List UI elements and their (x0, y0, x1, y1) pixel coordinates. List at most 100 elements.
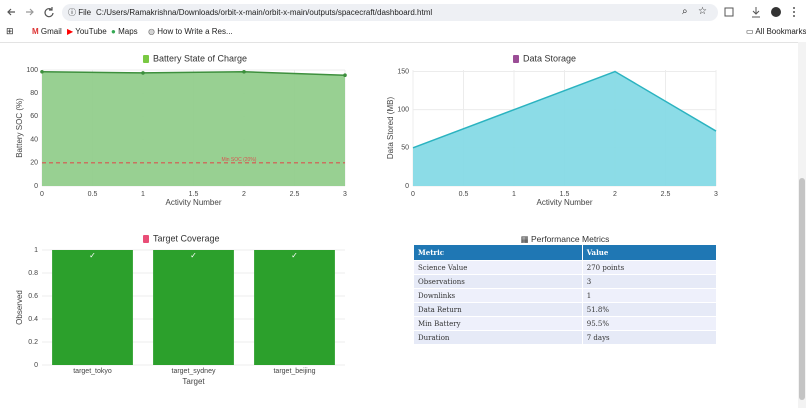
y-tick-label: 100 (397, 107, 409, 114)
bookmark[interactable]: ▶ YouTube (67, 27, 107, 36)
star-icon[interactable]: ☆ (698, 6, 707, 17)
y-axis-title: Data Stored (MB) (386, 97, 395, 160)
table-cell: 95.5% (581, 316, 718, 331)
x-axis-title: Activity Number (165, 198, 221, 207)
menu-dot (793, 15, 795, 17)
all-bookmarks[interactable]: ▭ All Bookmarks (746, 27, 806, 36)
table-title: ▦ Performance Metrics (520, 234, 610, 244)
x-tick-label: 0.5 (459, 191, 469, 198)
nav-icons (7, 7, 54, 18)
menu-dot (793, 11, 795, 13)
table-cell: Min Battery (413, 316, 583, 331)
title-icon (143, 235, 149, 243)
y-tick-label: 0.8 (28, 270, 38, 277)
site-info[interactable]: ⓘ File (68, 8, 92, 17)
x-tick-label: 1 (141, 191, 145, 198)
url: C:/Users/Ramakrishna/Downloads/orbit-x-m… (96, 8, 433, 17)
bookmark[interactable]: M Gmail (32, 27, 62, 36)
profile-icon[interactable] (771, 7, 781, 17)
bar (52, 250, 133, 365)
bookmark-label: Gmail (40, 27, 62, 36)
x-tick-label: target_tokyo (73, 368, 112, 375)
data-line (412, 70, 717, 149)
address-bar[interactable]: ⓘ File C:/Users/Ramakrishna/Downloads/or… (62, 4, 718, 21)
x-tick-label: 2 (613, 191, 617, 198)
x-tick-label: target_sydney (172, 368, 216, 375)
bookmark-label: How to Write a Res... (157, 27, 233, 36)
x-tick-label: 1.5 (560, 191, 570, 198)
title-icon (143, 55, 149, 63)
table-cell: Downlinks (413, 288, 583, 303)
y-tick-label: 20 (30, 160, 38, 167)
scrollbar[interactable] (798, 42, 806, 408)
data-point (141, 71, 145, 75)
reload-button[interactable] (44, 7, 54, 18)
dashboard: Battery State of Charge Activity Number Ba… (15, 53, 718, 386)
chart-title: Data Storage (523, 53, 576, 63)
table-row: Science Value 270 points (413, 260, 718, 275)
apps-icon[interactable]: ⊞ (6, 26, 14, 36)
x-tick-label: 1 (512, 191, 516, 198)
value-label: ✓ (89, 251, 96, 260)
y-tick-label: 60 (30, 113, 38, 120)
title-icon (513, 55, 519, 63)
area-fill (42, 71, 345, 186)
y-axis-title: Battery SOC (%) (15, 98, 24, 158)
data-line (41, 70, 346, 76)
bookmark-label: YouTube (75, 27, 107, 36)
table-cell: Science Value (413, 260, 583, 275)
bar (254, 250, 335, 365)
table-row: Observations 3 (413, 274, 718, 289)
x-tick-label: 0 (411, 191, 415, 198)
table-cell: 3 (581, 274, 718, 289)
x-tick-label: 3 (714, 191, 718, 198)
download-icon[interactable] (752, 7, 760, 18)
x-tick-label: target_beijing (273, 368, 315, 375)
x-tick-label: 2.5 (661, 191, 671, 198)
data-point (242, 69, 246, 74)
y-axis-title: Observed (15, 290, 24, 325)
y-tick-label: 0.4 (28, 316, 38, 323)
x-tick-label: 0.5 (88, 191, 98, 198)
bookmark[interactable]: ◍ How to Write a Res... (148, 27, 233, 36)
y-tick-label: 50 (401, 145, 409, 152)
bookmark-label: All Bookmarks (755, 27, 806, 36)
x-axis-title: Target (182, 377, 205, 386)
x-tick-label: 0 (40, 191, 44, 198)
table-row: Min Battery 95.5% (413, 316, 718, 331)
extensions-icon[interactable] (724, 7, 734, 17)
table-cell: 51.8% (581, 302, 718, 317)
y-tick-label: 80 (30, 90, 38, 97)
area-fill (413, 71, 716, 186)
forward-button[interactable] (26, 8, 34, 16)
table-cell: Duration (413, 330, 583, 345)
y-tick-label: 1 (34, 247, 38, 254)
y-tick-label: 100 (26, 67, 38, 74)
x-tick-label: 2.5 (290, 191, 300, 198)
y-tick-label: 40 (30, 136, 38, 143)
table-row: Duration 7 days (413, 330, 718, 345)
metrics-table: Metric Value Science Value 270 points Observ… (413, 244, 718, 345)
column-header: Value (581, 244, 718, 261)
column-header: Metric (413, 244, 583, 261)
bookmark[interactable]: ● Maps (111, 27, 138, 36)
table-header: Metric Value (413, 244, 718, 261)
menu-dot[interactable] (793, 7, 795, 9)
x-tick-label: 1.5 (189, 191, 199, 198)
scroll-thumb[interactable] (799, 178, 805, 400)
zoom-icon[interactable]: ⌕ (682, 6, 688, 17)
data-point (343, 73, 347, 78)
browser-chrome: ⓘ File C:/Users/Ramakrishna/Downloads/or… (0, 0, 806, 43)
table-title-text: Performance Metrics (530, 234, 610, 244)
table-cell: 270 points (581, 260, 718, 275)
data-point (40, 69, 44, 74)
table-cell: 1 (581, 288, 718, 303)
table-cell: Data Return (413, 302, 583, 317)
x-tick-label: 3 (343, 191, 347, 198)
bar (153, 250, 234, 365)
value-label: ✓ (291, 251, 298, 260)
value-label: ✓ (190, 251, 197, 260)
back-button[interactable] (7, 8, 15, 16)
bookmark-label: Maps (118, 27, 138, 36)
